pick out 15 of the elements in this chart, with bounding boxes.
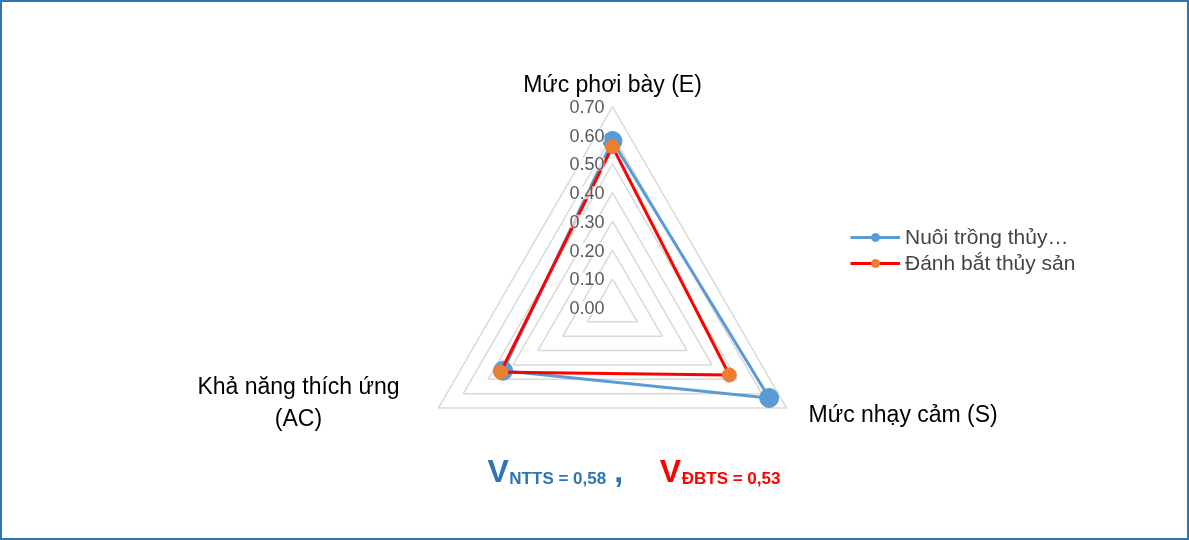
text: VĐBTS = 0,53	[659, 452, 781, 489]
y-tick-label: 0.50	[569, 154, 605, 175]
legend-label: Đánh bắt thủy sản	[905, 251, 1076, 275]
text: VNTTS = 0,58 ,	[487, 452, 624, 489]
y-tick-label: 0.10	[569, 269, 605, 290]
spoke-label: Mức nhạy cảm (S)	[808, 401, 998, 427]
y-tick-label: 0.40	[569, 183, 605, 204]
y-tick-label: 0.30	[569, 211, 605, 232]
spoke-label: Khả năng thích ứng (AC)	[197, 373, 400, 431]
y-tick-label: 0.20	[569, 240, 605, 261]
y-tick-label: 0.70	[569, 97, 605, 117]
y-tick-label: 0.00	[569, 298, 605, 318]
legend-label: Nuôi trồng thủy…	[905, 225, 1069, 249]
y-tick-label: 0.60	[569, 125, 605, 146]
spoke-label: Mức phơi bày (E)	[523, 70, 702, 97]
